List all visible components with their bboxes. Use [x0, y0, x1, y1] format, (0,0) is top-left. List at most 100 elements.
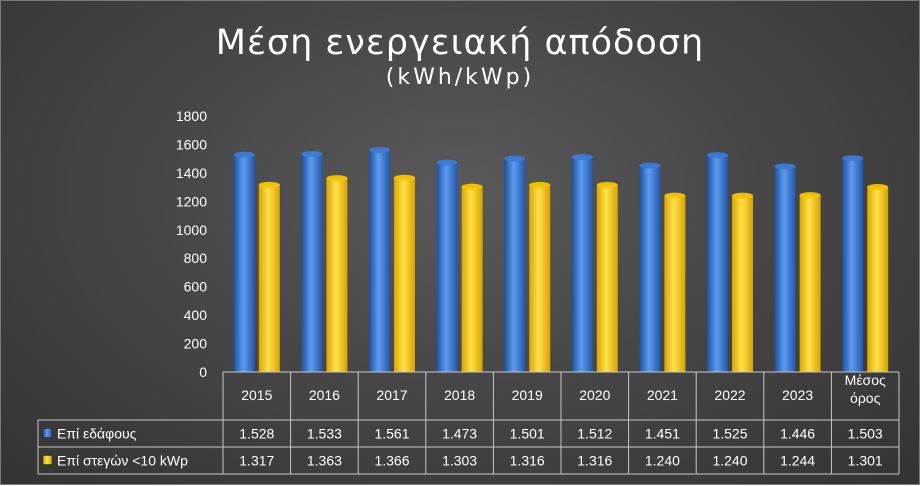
bar-group	[326, 175, 348, 372]
data-label: 1.317	[239, 453, 274, 469]
bar-group	[842, 155, 864, 372]
bar-cap	[774, 163, 796, 170]
data-label: 1.501	[510, 426, 545, 442]
x-category-label: 2020	[579, 387, 610, 403]
bar-group	[799, 192, 821, 372]
y-tick-label: 800	[184, 250, 208, 266]
bar-group	[436, 159, 458, 372]
bar-cap	[596, 181, 618, 188]
data-label: 1.473	[442, 426, 477, 442]
y-tick-label: 1800	[176, 108, 207, 124]
legend-label: Επί στεγών <10 kWp	[57, 453, 188, 469]
x-category-label: 2015	[241, 387, 272, 403]
bar-cap	[529, 181, 551, 188]
bar-group	[258, 181, 280, 372]
bar-group	[301, 150, 323, 372]
bar-cap	[394, 174, 415, 181]
data-label: 1.316	[577, 453, 612, 469]
bar-roof	[799, 195, 821, 372]
bar-group	[504, 155, 526, 372]
data-label: 1.316	[510, 453, 545, 469]
bar-group	[774, 163, 796, 372]
data-label: 1.512	[577, 426, 612, 442]
bar-ground	[504, 158, 526, 372]
bar-cap	[301, 150, 323, 157]
bar-roof	[732, 195, 753, 372]
y-tick-label: 1400	[176, 165, 207, 181]
data-label: 1.561	[374, 426, 409, 442]
bar-group	[867, 183, 889, 372]
chart-subtitle: (kWh/kWp)	[385, 65, 535, 90]
x-category-label: 2022	[714, 387, 745, 403]
data-label: 1.528	[239, 426, 274, 442]
bar-cap	[369, 146, 390, 153]
bar-ground	[369, 149, 390, 372]
bar-cap	[867, 183, 889, 190]
bar-cap	[707, 152, 728, 159]
data-label: 1.525	[712, 426, 747, 442]
bar-ground	[571, 156, 593, 372]
y-tick-label: 1000	[176, 222, 207, 238]
bar-cap	[233, 151, 255, 158]
bar-group	[707, 152, 728, 372]
y-tick-label: 600	[184, 279, 208, 295]
data-label: 1.503	[848, 426, 883, 442]
bar-group	[529, 181, 551, 372]
x-category-label: 2019	[512, 387, 543, 403]
data-label: 1.451	[645, 426, 680, 442]
x-category-label: Μέσος	[845, 372, 886, 388]
bar-ground	[707, 155, 728, 372]
bar-roof	[867, 186, 889, 372]
bar-group	[571, 153, 593, 372]
y-tick-label: 0	[199, 364, 207, 380]
bar-ground	[233, 154, 255, 372]
bar-roof	[326, 178, 348, 372]
y-tick-label: 400	[184, 307, 208, 323]
x-category-label: όρος	[850, 390, 881, 406]
legend-key-roof	[42, 455, 53, 465]
bar-cap	[664, 192, 686, 199]
bar-cap	[436, 159, 458, 166]
legend-key-ground	[42, 428, 53, 438]
bar-ground	[436, 162, 458, 372]
bar-group	[369, 146, 390, 372]
legend-label: Επί εδάφους	[57, 426, 137, 442]
x-category-label: 2021	[647, 387, 678, 403]
bar-group	[664, 192, 686, 372]
bar-cap	[842, 155, 864, 162]
bar-group	[732, 192, 753, 372]
bar-group	[596, 181, 618, 372]
bar-cap	[326, 175, 348, 182]
bar-roof	[596, 184, 618, 372]
bar-roof	[664, 195, 686, 372]
bar-ground	[774, 166, 796, 372]
data-label: 1.366	[374, 453, 409, 469]
data-label: 1.240	[645, 453, 680, 469]
bar-ground	[301, 153, 323, 372]
bar-cap	[732, 192, 753, 199]
x-category-label: 2016	[309, 387, 340, 403]
bar-cap	[461, 183, 483, 190]
bar-cap	[799, 192, 821, 199]
data-label: 1.240	[712, 453, 747, 469]
bar-group	[394, 174, 415, 372]
bar-ground	[842, 158, 864, 372]
bar-group	[639, 162, 661, 372]
bar-roof	[258, 184, 280, 372]
bar-roof	[394, 177, 415, 372]
bar-roof	[529, 184, 551, 372]
data-label: 1.301	[848, 453, 883, 469]
bar-cap	[258, 181, 280, 188]
y-tick-label: 1200	[176, 193, 207, 209]
chart-title: Μέση ενεργειακή απόδοση	[215, 23, 705, 63]
bar-group	[461, 183, 483, 372]
bar-ground	[639, 165, 661, 372]
data-label: 1.533	[307, 426, 342, 442]
x-category-label: 2018	[444, 387, 475, 403]
bar-cap	[504, 155, 526, 162]
x-category-label: 2023	[782, 387, 813, 403]
bar-group	[233, 151, 255, 372]
y-tick-label: 200	[184, 336, 208, 352]
